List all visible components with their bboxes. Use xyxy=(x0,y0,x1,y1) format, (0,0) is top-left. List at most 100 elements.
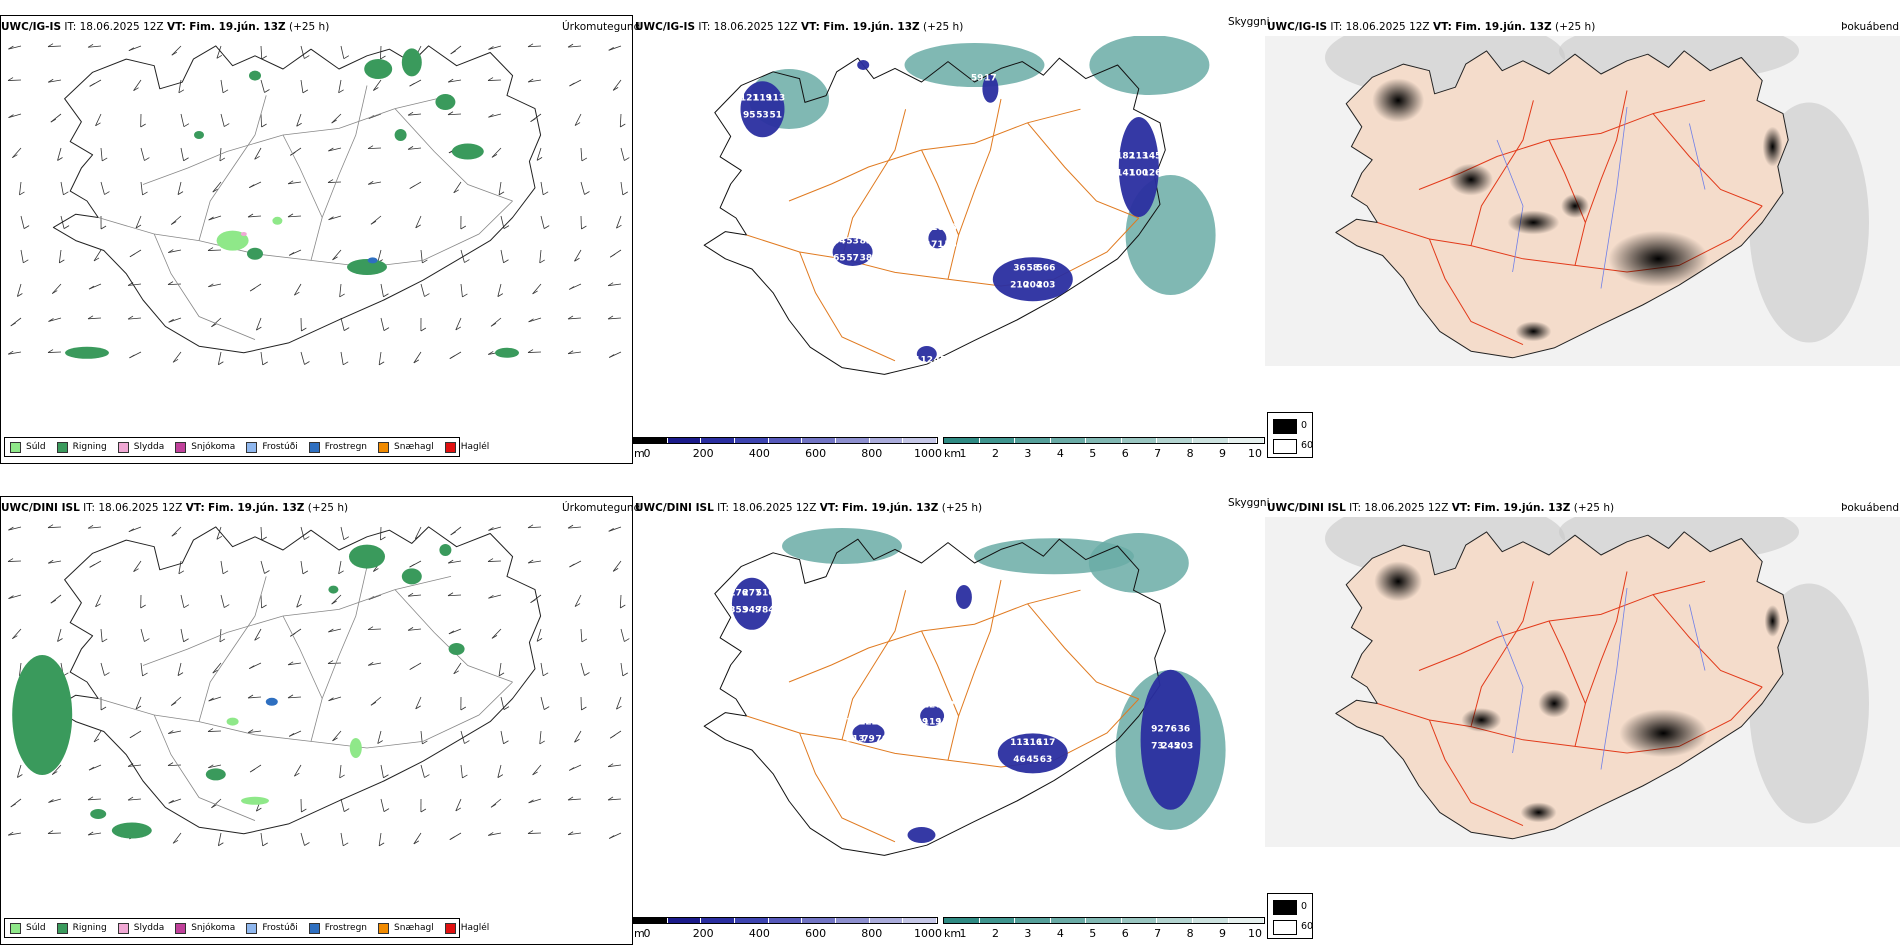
wind-barb xyxy=(8,113,22,118)
wind-barb xyxy=(447,113,462,116)
wind-barb-feather xyxy=(343,327,350,331)
fog-key-label: 0 xyxy=(1301,420,1308,431)
colorbar-tick-label: 3 xyxy=(1024,927,1032,940)
colorbar-unit: m xyxy=(634,927,645,940)
wind-barb xyxy=(180,147,184,161)
wind-barb-feather xyxy=(287,661,294,666)
wind-barb-feather xyxy=(57,638,63,642)
wind-barb xyxy=(616,215,622,229)
colorbar-tick-label: 0 xyxy=(643,927,651,940)
wind-barb xyxy=(260,79,265,93)
wind-barb-feather xyxy=(211,323,217,328)
road-line xyxy=(1027,122,1139,219)
header-fog-top: UWC/IG-IS IT: 18.06.2025 12Z VT: Fim. 19… xyxy=(1267,21,1596,33)
cloud-base-value: 949 xyxy=(743,605,762,615)
wind-barb xyxy=(47,351,62,353)
legend-label: Rigning xyxy=(72,442,107,452)
precip-area-rain xyxy=(194,131,204,139)
cloud-base-value: 24 xyxy=(907,356,920,366)
wind-barb-feather xyxy=(607,763,614,768)
low-visibility-area xyxy=(1089,36,1210,95)
wind-barb xyxy=(48,79,62,83)
fog-key-swatch xyxy=(1273,439,1297,454)
wind-barb-feather xyxy=(249,184,255,188)
cloud-base-value: 17 xyxy=(984,73,997,83)
wind-barb-feather xyxy=(294,291,300,296)
cloud-base-value: 516 xyxy=(756,588,775,598)
wind-barb xyxy=(48,798,62,803)
wind-barb xyxy=(180,594,185,608)
colorbar-segment xyxy=(903,918,938,923)
wind-barb-feather xyxy=(455,807,462,812)
road-line xyxy=(98,681,513,749)
wind-barb xyxy=(208,215,222,221)
wind-barb-feather xyxy=(287,213,294,218)
wind-barb xyxy=(568,798,582,801)
wind-barb xyxy=(47,832,62,834)
wind-barb xyxy=(339,283,342,297)
cloud-base-value: 203 xyxy=(1037,281,1056,291)
wind-barb-feather xyxy=(383,808,390,812)
wind-barb xyxy=(380,798,385,812)
wind-barb xyxy=(380,526,382,541)
precip-legend-top: Súld Rigning Slydda Snjókoma Frostúði Frostre… xyxy=(4,437,489,457)
wind-barb-feather xyxy=(177,191,184,195)
cloud-base-value: 121 xyxy=(740,94,759,104)
colorbar-strip xyxy=(943,917,1265,924)
wind-barb-feather xyxy=(530,599,536,604)
wind-barb xyxy=(536,628,542,642)
wind-barb-feather xyxy=(370,220,377,225)
wind-barb-feather xyxy=(581,638,588,643)
wind-barb-feather xyxy=(622,672,628,677)
wind-barb-feather xyxy=(607,315,614,320)
wind-barb xyxy=(294,283,302,296)
wind-barb-feather xyxy=(498,191,505,196)
fog-key-swatch xyxy=(1273,900,1297,915)
wind-barb xyxy=(420,283,425,297)
cloud-base-value: 116 xyxy=(1023,738,1042,748)
wind-barb xyxy=(580,628,583,642)
wind-barb xyxy=(296,594,302,608)
wind-barb-feather xyxy=(607,282,614,287)
wind-barb-feather xyxy=(453,189,459,194)
colorbar-tick-label: 1000 xyxy=(914,927,942,940)
low-visibility-area xyxy=(904,43,1045,87)
wind-barb xyxy=(288,662,302,666)
wind-barb xyxy=(177,181,182,195)
precip-area-rain xyxy=(451,143,484,160)
wind-barb xyxy=(260,113,262,128)
iceland-coastline xyxy=(1335,531,1789,840)
wind-barb xyxy=(378,351,382,365)
iceland-coastline xyxy=(703,57,1166,375)
cloud-base-value: 46 xyxy=(1013,755,1026,765)
wind-barb-feather xyxy=(488,113,494,118)
colorbar-strip xyxy=(633,917,938,924)
wind-barb-feather xyxy=(52,290,58,294)
cloud-base-value: 203 xyxy=(1174,741,1193,751)
precip-area-rain xyxy=(205,768,226,781)
cloud-base-value: 276 xyxy=(729,588,748,598)
wind-barb xyxy=(488,45,502,50)
wind-barb-feather xyxy=(407,146,414,150)
wind-barb xyxy=(140,147,145,161)
wind-barb-feather xyxy=(608,527,614,532)
wind-barb-feather xyxy=(503,740,509,745)
cloud-base-value: 277 xyxy=(743,588,762,598)
precip-area-freezing_rain xyxy=(367,257,378,264)
colorbar-segment xyxy=(735,438,769,443)
wind-barb-feather xyxy=(488,594,494,599)
wind-barb xyxy=(340,45,345,59)
legend-item: Frostúði xyxy=(246,441,298,453)
wind-barb xyxy=(413,351,422,364)
wind-barb xyxy=(260,351,264,365)
road-line xyxy=(153,714,256,821)
wind-barb-feather xyxy=(222,89,229,94)
colorbar-tick-label: 6 xyxy=(1121,927,1129,940)
wind-barb xyxy=(340,351,344,365)
wind-barb-feather xyxy=(135,224,142,229)
wind-barb-feather xyxy=(567,796,574,801)
wind-barb xyxy=(7,560,22,562)
wind-barb-feather xyxy=(52,771,58,775)
colorbar-tick-label: 600 xyxy=(805,927,827,940)
low-cloud-base-area xyxy=(916,346,937,362)
